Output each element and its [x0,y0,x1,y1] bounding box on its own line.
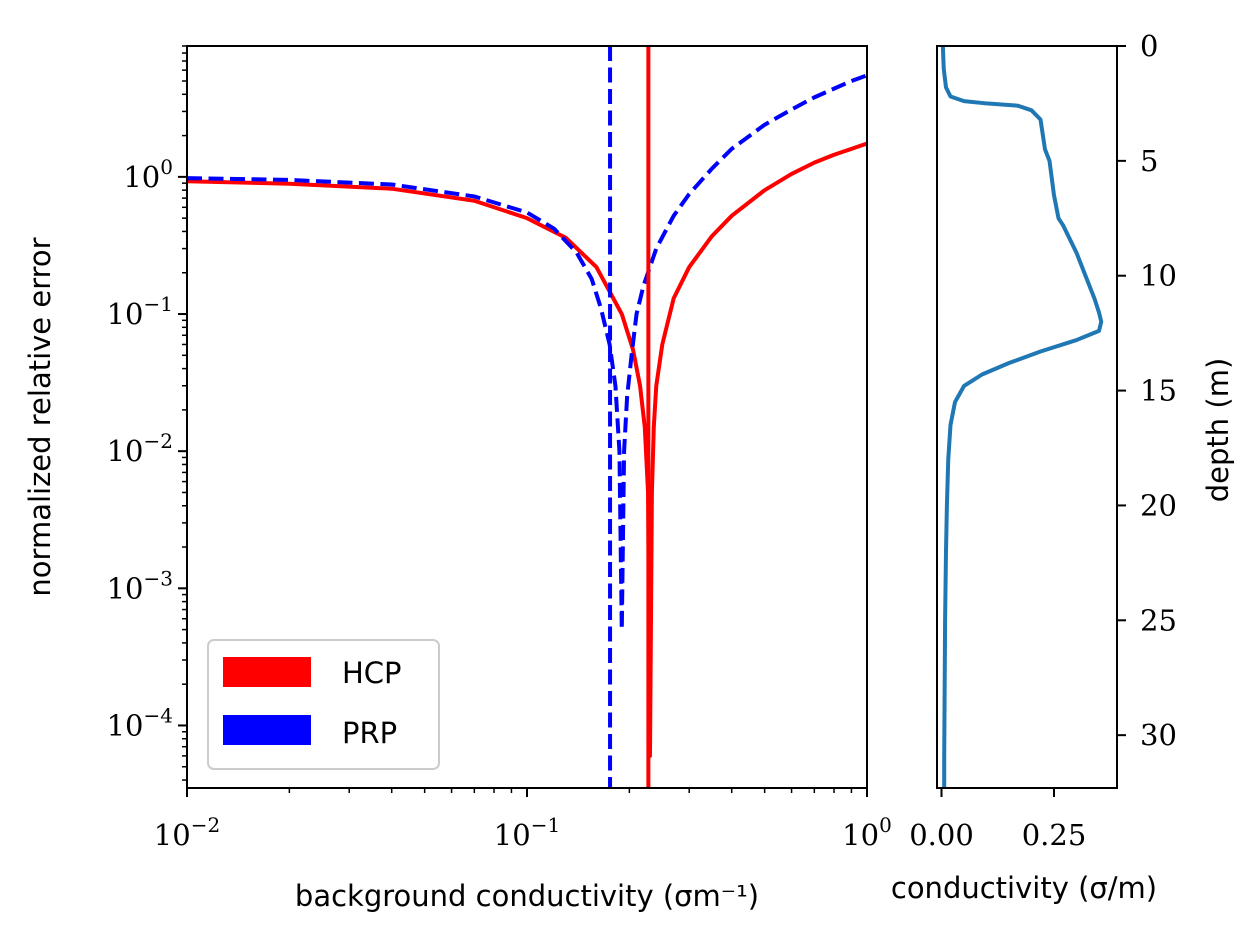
profile-series-group [940,46,1104,788]
profile-y-tick-label: 30 [1140,718,1177,752]
profile-y-tick-label: 0 [1140,29,1158,63]
series-line-prp [187,73,867,632]
y-axis-label: normalized relative error [23,237,57,596]
profile-x-tick-label: 0.25 [1022,818,1087,852]
y-tick-label: 10−4 [107,703,173,742]
profile-ticks: 0.00 0.25 0 5 10 15 20 25 30 [909,29,1177,852]
profile-y-axis-label: depth (m) [1201,358,1235,503]
y-tick-label: 10−1 [107,292,173,331]
profile-y-tick-label: 20 [1140,488,1177,522]
legend: HCP PRP [207,639,440,770]
profile-x-tick-label: 0.00 [909,818,974,852]
profile-y-tick-label: 15 [1140,374,1177,408]
profile-frame [936,45,1118,789]
y-tick-label: 100 [123,155,173,194]
profile-y-tick-label: 5 [1140,144,1158,178]
error-chart-ticks: 10−2 10−1 100 100 10−1 10−2 10−3 10−4 [107,45,892,852]
x-tick-label: 10−2 [154,813,220,852]
legend-label-prp: PRP [342,716,397,750]
legend-label-hcp: HCP [342,656,402,690]
x-axis-label: background conductivity (σm⁻¹) [295,879,759,913]
x-tick-label: 10−1 [494,813,560,852]
x-tick-label: 100 [842,813,892,852]
profile-y-tick-label: 10 [1140,259,1177,293]
y-tick-label: 10−2 [107,429,173,468]
error-series-group [187,46,867,788]
legend-swatch-prp [223,715,311,745]
profile-line [940,46,1104,788]
series-line-hcp [187,141,867,758]
profile-x-axis-label: conductivity (σ/m) [891,871,1157,905]
profile-y-tick-label: 25 [1140,603,1177,637]
legend-swatch-hcp [223,657,311,687]
error-chart-panel: 10−2 10−1 100 100 10−1 10−2 10−3 10−4 backgroun… [23,45,892,913]
y-tick-label: 10−3 [107,566,173,605]
